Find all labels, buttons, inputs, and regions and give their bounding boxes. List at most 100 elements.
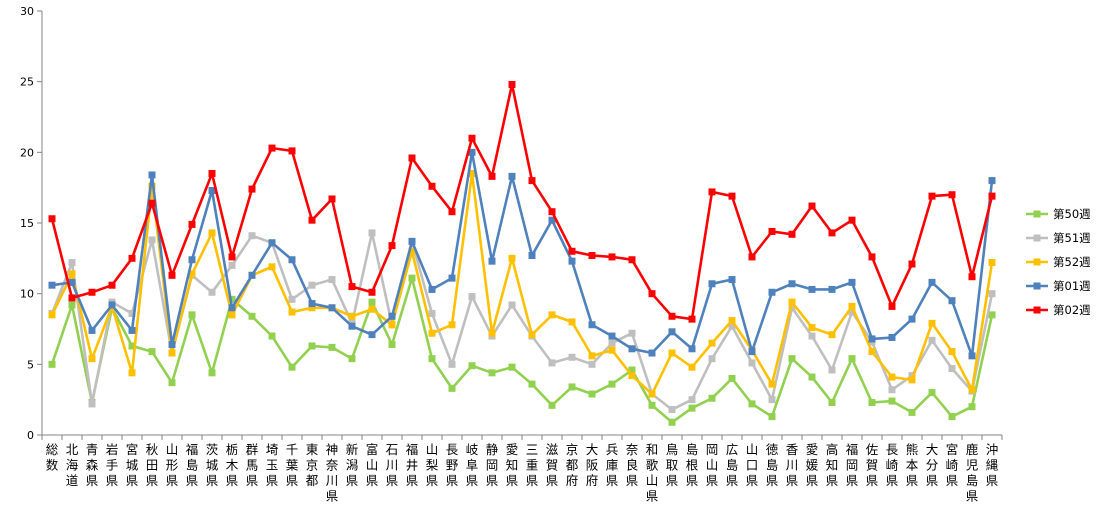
data-point <box>688 315 696 323</box>
data-point <box>288 295 296 303</box>
data-point <box>968 273 976 281</box>
data-point <box>628 366 636 374</box>
series-3 <box>48 170 996 398</box>
series-line <box>50 172 994 396</box>
data-point <box>928 319 936 327</box>
legend-marker <box>1033 282 1041 290</box>
data-point <box>508 80 516 88</box>
legend-marker <box>1033 306 1041 314</box>
y-tick-label: 10 <box>20 288 34 301</box>
data-point <box>788 304 796 312</box>
data-point <box>128 309 136 317</box>
legend-marker <box>1033 258 1041 266</box>
data-point <box>148 348 156 356</box>
data-point <box>148 182 156 190</box>
x-tick-label: 福井県 <box>406 442 419 488</box>
x-tick-label: 長崎県 <box>886 442 899 488</box>
data-point <box>188 270 196 278</box>
data-point <box>588 252 596 260</box>
data-point <box>988 177 996 185</box>
data-point <box>588 390 596 398</box>
data-point <box>748 253 756 261</box>
data-point <box>568 383 576 391</box>
x-tick-label: 山形県 <box>166 442 179 488</box>
data-point <box>608 346 616 354</box>
data-point <box>568 247 576 255</box>
data-point <box>728 317 736 325</box>
x-tick-label: 岡山県 <box>706 442 719 488</box>
x-tick-label: 神奈川県 <box>326 442 339 504</box>
data-point <box>788 355 796 363</box>
data-point <box>488 172 496 180</box>
data-point <box>628 345 636 353</box>
data-point <box>708 339 716 347</box>
x-tick-label: 群馬県 <box>246 442 259 488</box>
data-point <box>408 274 416 282</box>
x-tick-label: 奈良県 <box>626 442 639 488</box>
data-point <box>348 355 356 363</box>
x-tick-label: 愛知県 <box>506 442 519 488</box>
data-point <box>168 349 176 357</box>
data-point <box>88 400 96 408</box>
data-point <box>588 360 596 368</box>
data-point <box>968 352 976 360</box>
data-point <box>648 349 656 357</box>
x-tick-label: 総数 <box>46 442 59 473</box>
data-point <box>868 253 876 261</box>
data-point <box>188 256 196 264</box>
data-point <box>928 389 936 397</box>
x-tick-label: 山梨県 <box>426 442 439 488</box>
data-point <box>308 304 316 312</box>
data-point <box>188 220 196 228</box>
legend-label: 第51週 <box>1053 231 1091 245</box>
data-point <box>828 285 836 293</box>
series-5 <box>48 80 996 323</box>
series-line <box>51 151 994 358</box>
data-point <box>368 298 376 306</box>
data-point <box>708 280 716 288</box>
y-tick-labels: 0 5 10 15 20 25 30 <box>20 5 34 442</box>
data-point <box>948 365 956 373</box>
data-point <box>368 288 376 296</box>
data-point <box>808 202 816 210</box>
data-point <box>908 408 916 416</box>
data-point <box>728 276 736 284</box>
x-tick-label: 徳島県 <box>766 442 779 488</box>
y-tick-label: 20 <box>20 146 34 159</box>
legend-item: 第02週 <box>1026 303 1091 317</box>
data-point <box>448 384 456 392</box>
x-tick-label: 鳥取県 <box>666 442 679 488</box>
data-point <box>228 261 236 269</box>
data-point <box>948 413 956 421</box>
data-point <box>848 302 856 310</box>
data-point <box>368 331 376 339</box>
axes <box>37 10 1003 440</box>
data-point <box>428 285 436 293</box>
data-point <box>428 355 436 363</box>
y-tick-label: 5 <box>27 358 34 371</box>
x-tick-label: 熊本県 <box>906 442 919 488</box>
x-tick-label: 滋賀県 <box>546 442 559 488</box>
data-point <box>448 321 456 329</box>
data-point <box>828 366 836 374</box>
data-point <box>948 297 956 305</box>
data-point <box>708 394 716 402</box>
data-point <box>468 292 476 300</box>
data-point <box>328 276 336 284</box>
data-point <box>828 331 836 339</box>
data-point <box>808 285 816 293</box>
x-tick-label: 静岡県 <box>486 442 499 488</box>
data-point <box>888 302 896 310</box>
data-point <box>868 335 876 343</box>
data-point <box>908 376 916 384</box>
data-point <box>868 398 876 406</box>
data-point <box>468 148 476 156</box>
data-point <box>448 360 456 368</box>
data-point <box>68 294 76 302</box>
data-point <box>368 305 376 313</box>
x-tick-label: 大阪府 <box>586 442 599 488</box>
data-point <box>388 341 396 349</box>
data-point <box>308 300 316 308</box>
legend-item: 第51週 <box>1026 231 1091 245</box>
data-point <box>128 342 136 350</box>
